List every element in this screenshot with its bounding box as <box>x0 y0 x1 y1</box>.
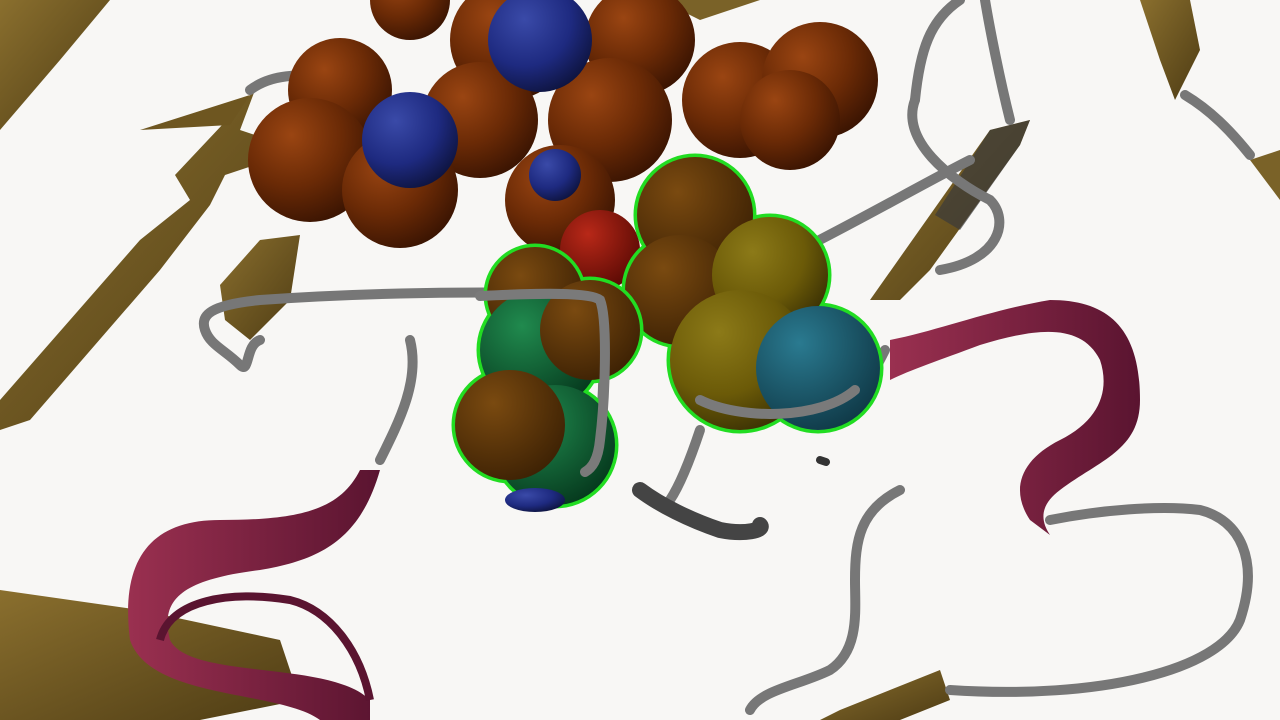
ligand-heme[interactable] <box>248 0 878 290</box>
alpha-helix-bottom-left <box>128 470 380 720</box>
beta-strand-left-mid <box>220 235 300 340</box>
beta-strand-top-right <box>1140 0 1280 200</box>
beta-strand-bottom-right <box>820 670 950 720</box>
coil-front-segment <box>475 288 860 477</box>
beta-strand-left-arrow <box>0 90 300 430</box>
ligand-selected-left[interactable] <box>451 243 644 512</box>
beta-strand-right-center <box>870 120 1030 300</box>
beta-strand-top-left <box>0 0 110 130</box>
alpha-helix-right <box>890 300 1140 535</box>
beta-strand-top-center <box>660 0 760 20</box>
ligand-selected-right[interactable] <box>621 153 884 434</box>
